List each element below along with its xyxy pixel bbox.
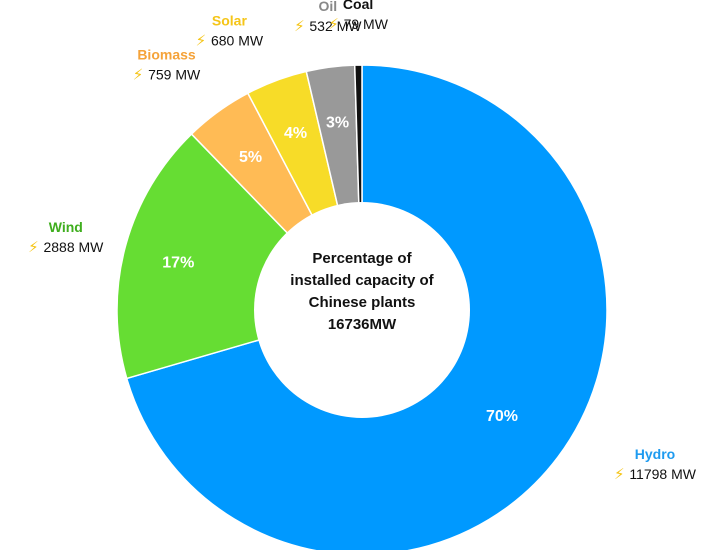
- lightning-bolt-icon: ⚡: [133, 65, 148, 83]
- outside-label-coal: Coal⚡ 79 MW: [328, 0, 388, 33]
- center-title-line-3: Chinese plants: [309, 294, 416, 311]
- lightning-bolt-icon: ⚡: [196, 32, 211, 50]
- slice-value-oil: ⚡ 532 MW: [294, 17, 362, 35]
- percent-label-wind: 17%: [162, 254, 194, 271]
- percent-label-oil: 3%: [326, 115, 349, 132]
- slice-value-hydro: ⚡ 11798 MW: [614, 465, 697, 483]
- slice-value-text: 11798 MW: [629, 466, 696, 482]
- outside-label-hydro: Hydro ⚡ 11798 MW: [614, 446, 697, 483]
- slice-name-oil: Oil: [318, 0, 337, 14]
- outside-label-solar: Solar⚡ 680 MW: [196, 13, 264, 50]
- slice-name-biomass: Biomass: [137, 46, 196, 62]
- outside-label-oil: Oil⚡ 532 MW: [294, 0, 362, 35]
- slice-value-wind: ⚡ 2888 MW: [28, 238, 104, 256]
- slice-value-solar: ⚡ 680 MW: [196, 32, 264, 50]
- lightning-bolt-icon: ⚡: [614, 465, 629, 483]
- slice-value-coal: ⚡ 79 MW: [328, 15, 388, 33]
- slice-value-biomass: ⚡ 759 MW: [133, 65, 201, 83]
- outside-label-wind: Wind ⚡ 2888 MW: [28, 219, 104, 256]
- slice-value-text: 680 MW: [211, 33, 264, 49]
- slice-name-coal: Coal: [343, 0, 373, 12]
- lightning-bolt-icon: ⚡: [328, 15, 343, 33]
- center-title-line-4: 16736MW: [328, 316, 397, 333]
- slice-name-hydro: Hydro: [635, 446, 675, 462]
- percent-labels: 70% 17% 5% 4% 3%: [162, 115, 518, 426]
- slice-name-wind: Wind: [49, 219, 83, 235]
- slice-value-text: 2888 MW: [43, 239, 104, 255]
- outside-label-biomass: Biomass ⚡ 759 MW: [133, 46, 201, 83]
- slice-value-text: 79 MW: [344, 16, 389, 32]
- donut-hole: [254, 202, 470, 418]
- center-title-line-1: Percentage of: [312, 250, 412, 267]
- percent-label-hydro: 70%: [486, 408, 518, 425]
- lightning-bolt-icon: ⚡: [28, 238, 43, 256]
- slice-name-solar: Solar: [212, 13, 248, 29]
- slice-value-text: 532 MW: [309, 18, 362, 34]
- percent-label-biomass: 5%: [239, 149, 262, 166]
- slice-value-text: 759 MW: [148, 66, 201, 82]
- center-title: Percentage of installed capacity of Chines…: [290, 250, 434, 333]
- center-title-line-2: installed capacity of: [290, 272, 434, 289]
- lightning-bolt-icon: ⚡: [294, 17, 309, 35]
- percent-label-solar: 4%: [284, 125, 307, 142]
